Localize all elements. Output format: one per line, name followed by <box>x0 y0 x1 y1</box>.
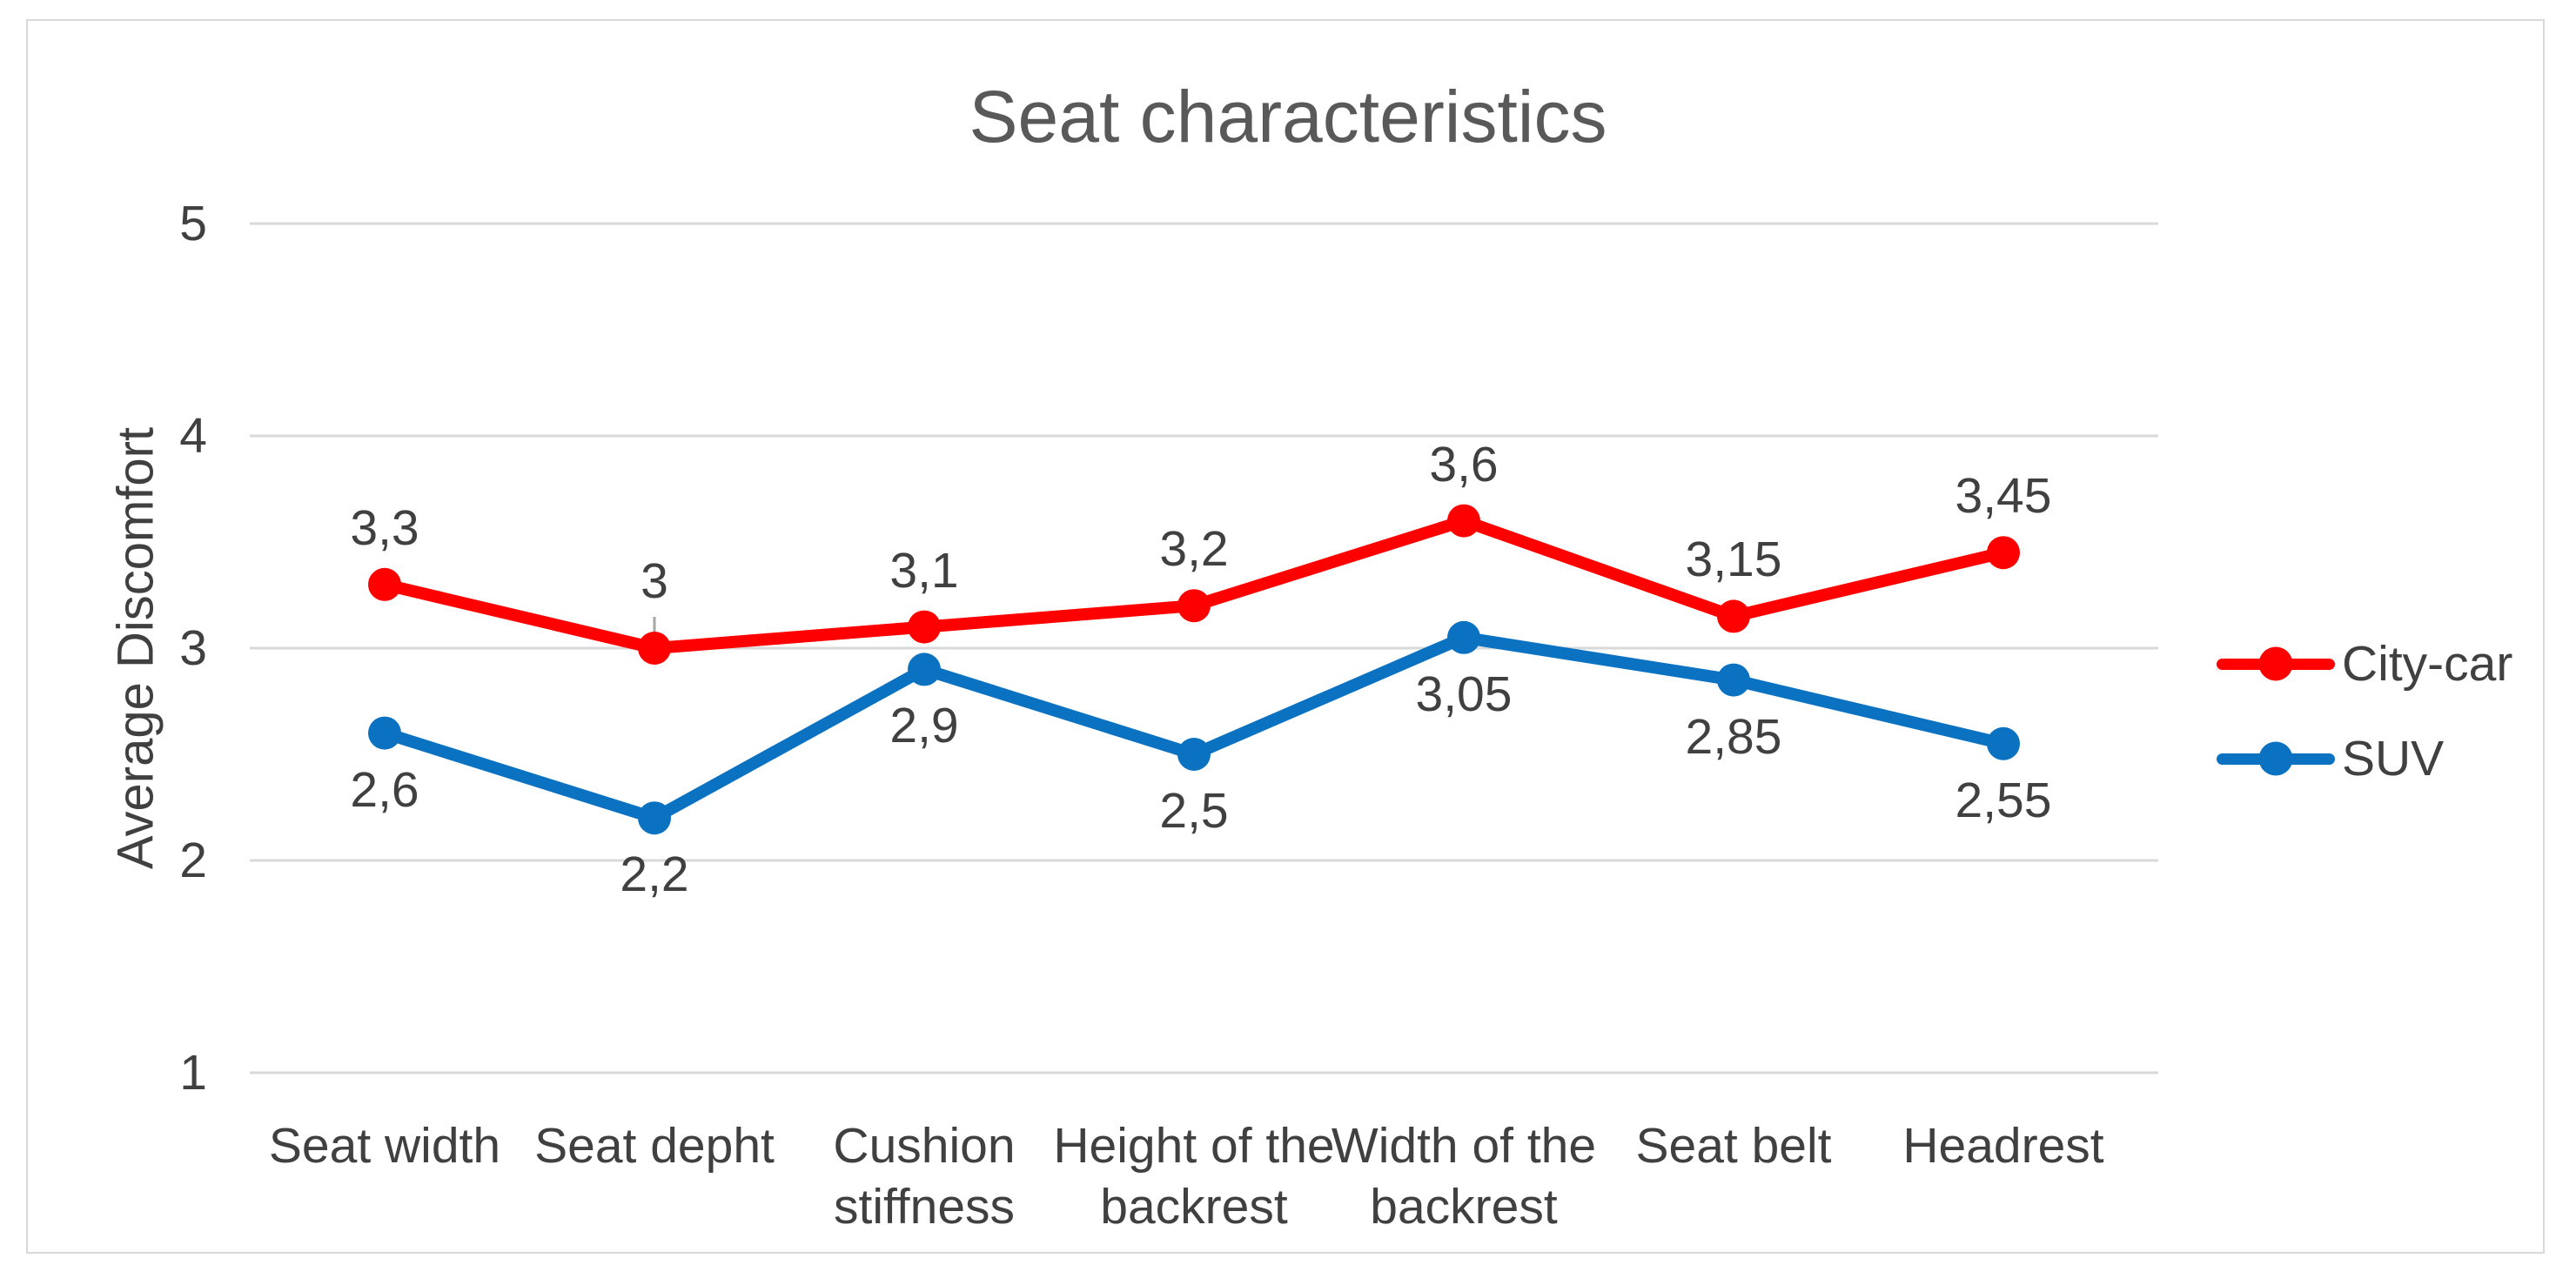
x-category-label-line: backrest <box>1100 1179 1288 1235</box>
legend-line-marker-city-car <box>2217 646 2335 681</box>
data-label-city-car-6: 3,45 <box>1955 468 2052 525</box>
x-category-label-line: Height of the <box>1053 1118 1335 1174</box>
x-category-label-line: Seat width <box>268 1118 501 1174</box>
y-tick-label-5: 5 <box>179 196 207 251</box>
y-tick-label-1: 1 <box>179 1045 207 1101</box>
data-label-suv-1: 2,2 <box>620 847 689 903</box>
series-point-city-car-4 <box>1447 504 1480 538</box>
series-point-suv-0 <box>368 716 401 750</box>
data-label-city-car-5: 3,15 <box>1685 532 1782 588</box>
data-label-suv-0: 2,6 <box>350 761 419 818</box>
y-tick-label-3: 3 <box>179 620 207 676</box>
x-category-label-line: Seat belt <box>1635 1118 1832 1174</box>
x-category-label-6: Headrest <box>1902 1115 2103 1176</box>
series-point-city-car-3 <box>1177 589 1211 623</box>
x-category-label-line: stiffness <box>833 1179 1016 1235</box>
legend-line-marker-suv <box>2217 741 2335 776</box>
data-label-suv-5: 2,85 <box>1685 708 1782 765</box>
data-label-suv-2: 2,9 <box>889 698 959 754</box>
data-label-city-car-3: 3,2 <box>1159 521 1229 578</box>
series-point-city-car-5 <box>1717 599 1750 633</box>
chart-title: Seat characteristics <box>969 76 1607 157</box>
y-tick-label-4: 4 <box>179 408 207 464</box>
y-tick-label-2: 2 <box>179 833 207 888</box>
series-point-city-car-6 <box>1987 536 2020 570</box>
x-category-label-5: Seat belt <box>1636 1115 1832 1176</box>
x-category-label-0: Seat width <box>269 1115 500 1176</box>
data-label-suv-4: 3,05 <box>1415 666 1513 722</box>
data-label-suv-3: 2,5 <box>1159 783 1229 839</box>
x-category-label-4: Width of the backrest <box>1332 1115 1596 1237</box>
legend-entry-suv: SUV <box>2217 730 2444 787</box>
x-category-label-3: Height of the backrest <box>1053 1115 1334 1237</box>
series-point-suv-3 <box>1177 738 1211 771</box>
series-point-city-car-0 <box>368 567 401 601</box>
x-category-label-line: Cushion <box>833 1118 1016 1174</box>
data-label-city-car-0: 3,3 <box>350 499 419 556</box>
x-category-label-1: Seat depht <box>534 1115 775 1176</box>
series-point-suv-2 <box>908 653 941 686</box>
x-category-label-line: Seat depht <box>534 1118 775 1174</box>
series-point-suv-4 <box>1447 620 1480 654</box>
x-category-label-line: Width of the <box>1331 1118 1597 1174</box>
x-category-label-line: Headrest <box>1902 1118 2104 1174</box>
legend-label-suv: SUV <box>2342 731 2445 786</box>
legend-entry-city-car: City-car <box>2217 635 2512 693</box>
x-category-label-2: Cushion stiffness <box>833 1115 1015 1237</box>
data-label-city-car-2: 3,1 <box>889 542 959 599</box>
series-point-suv-6 <box>1987 726 2020 760</box>
series-point-suv-5 <box>1717 663 1750 697</box>
data-label-suv-6: 2,55 <box>1955 772 2052 828</box>
x-category-label-line: backrest <box>1370 1179 1558 1235</box>
legend-dot-suv <box>2258 741 2293 776</box>
series-point-city-car-1 <box>638 632 671 665</box>
data-label-city-car-1: 3 <box>641 553 668 609</box>
data-label-city-car-4: 3,6 <box>1429 436 1499 492</box>
legend-dot-city-car <box>2258 646 2293 681</box>
series-point-city-car-2 <box>908 610 941 644</box>
series-point-suv-1 <box>638 801 671 835</box>
legend-label-city-car: City-car <box>2342 636 2513 692</box>
